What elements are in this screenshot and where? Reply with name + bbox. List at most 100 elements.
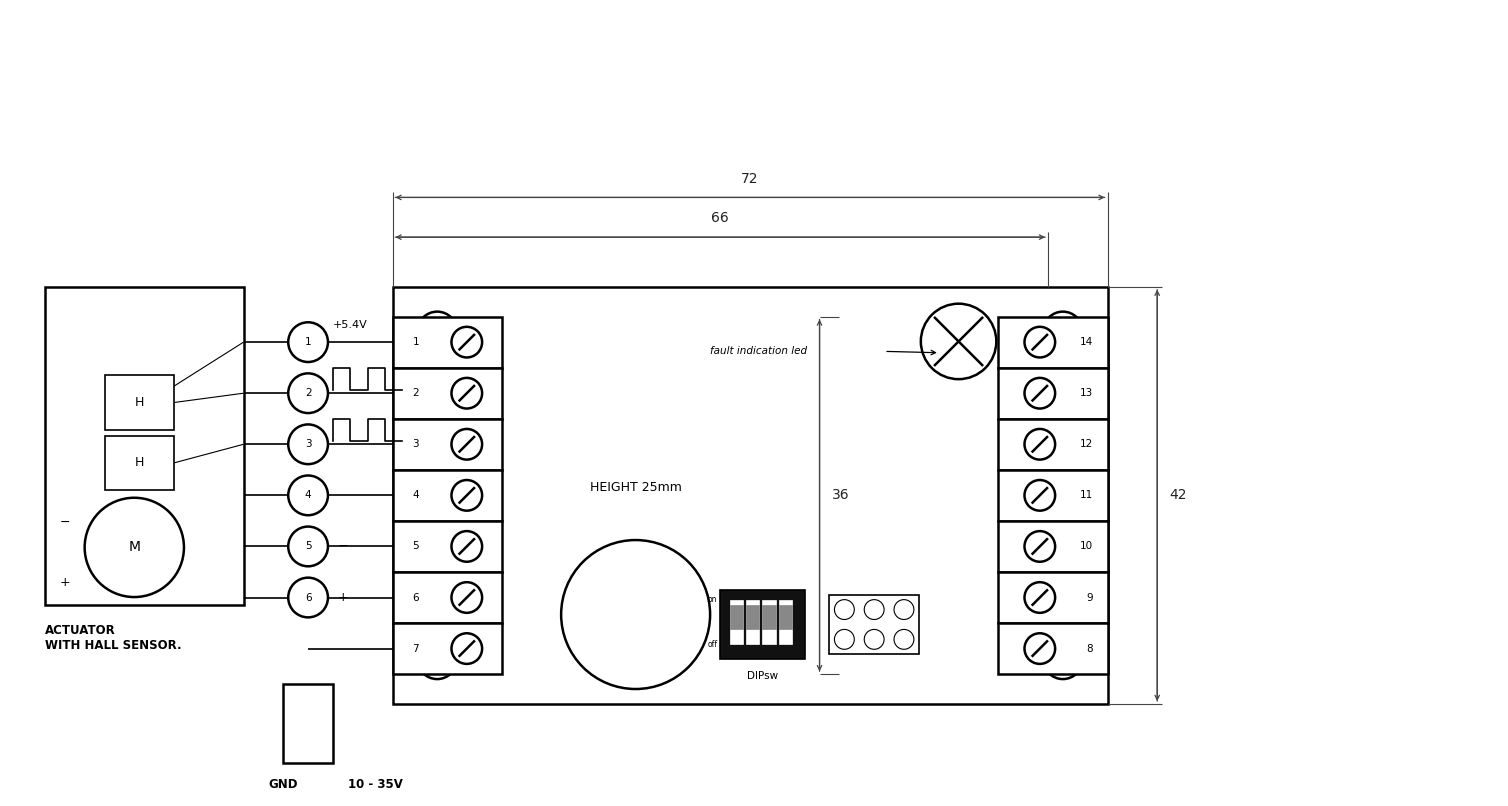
Text: +: + — [338, 591, 348, 604]
Circle shape — [921, 304, 997, 379]
Text: fault indication led: fault indication led — [710, 347, 807, 356]
Circle shape — [451, 429, 483, 459]
Circle shape — [864, 629, 884, 650]
Text: 10: 10 — [1080, 542, 1093, 551]
Bar — [778, 600, 792, 644]
Text: 1: 1 — [412, 337, 419, 347]
Bar — [746, 604, 760, 629]
Bar — [392, 419, 502, 470]
Text: GND: GND — [268, 779, 299, 791]
Bar — [284, 684, 333, 763]
Text: 14: 14 — [1080, 337, 1093, 347]
Bar — [392, 470, 502, 521]
Bar — [721, 590, 805, 659]
Text: 5: 5 — [412, 542, 419, 551]
Circle shape — [288, 476, 327, 515]
Bar — [763, 604, 775, 629]
Text: 10 - 35V: 10 - 35V — [348, 779, 403, 791]
Text: 13: 13 — [1080, 388, 1093, 398]
Text: M: M — [128, 540, 140, 555]
Circle shape — [894, 600, 914, 620]
Text: H: H — [134, 396, 143, 409]
Circle shape — [1024, 634, 1056, 664]
Bar — [829, 595, 918, 654]
Circle shape — [288, 578, 327, 617]
Circle shape — [418, 312, 457, 351]
Bar — [730, 604, 743, 629]
Bar — [998, 419, 1107, 470]
Circle shape — [451, 582, 483, 613]
Bar — [104, 375, 173, 430]
Text: 3: 3 — [412, 439, 419, 449]
Bar — [998, 623, 1107, 674]
Bar — [104, 435, 173, 490]
Circle shape — [1044, 312, 1083, 351]
Circle shape — [1024, 429, 1056, 459]
Circle shape — [288, 373, 327, 413]
Text: 1: 1 — [305, 337, 312, 347]
Text: on: on — [707, 595, 718, 604]
Bar — [392, 572, 502, 623]
Text: H: H — [134, 456, 143, 469]
Text: 42: 42 — [1169, 488, 1187, 502]
Circle shape — [1024, 326, 1056, 357]
Text: 7: 7 — [412, 643, 419, 654]
Text: 5: 5 — [305, 542, 312, 551]
Text: −: − — [59, 516, 69, 529]
Bar — [392, 521, 502, 572]
Circle shape — [1024, 480, 1056, 511]
Circle shape — [1044, 639, 1083, 679]
Text: 8: 8 — [1086, 643, 1093, 654]
Circle shape — [288, 425, 327, 464]
Circle shape — [451, 326, 483, 357]
Text: 66: 66 — [712, 211, 728, 225]
Text: 72: 72 — [742, 172, 759, 185]
Circle shape — [451, 378, 483, 409]
Bar — [45, 287, 244, 604]
Circle shape — [864, 600, 884, 620]
Text: DIPsw: DIPsw — [746, 671, 778, 681]
Bar — [998, 470, 1107, 521]
Circle shape — [834, 629, 855, 650]
Text: 9: 9 — [1086, 592, 1093, 603]
Text: 36: 36 — [831, 488, 849, 502]
Bar — [998, 317, 1107, 368]
Text: 2: 2 — [305, 388, 312, 398]
Circle shape — [418, 639, 457, 679]
Bar — [392, 623, 502, 674]
Circle shape — [1024, 582, 1056, 613]
Text: 6: 6 — [305, 592, 312, 603]
Bar — [778, 604, 792, 629]
Bar — [392, 368, 502, 419]
Circle shape — [288, 322, 327, 362]
Bar — [998, 572, 1107, 623]
Circle shape — [451, 634, 483, 664]
Circle shape — [451, 480, 483, 511]
Text: 12: 12 — [1080, 439, 1093, 449]
Circle shape — [84, 498, 184, 597]
Bar — [998, 368, 1107, 419]
Bar — [392, 317, 502, 368]
Text: off: off — [707, 640, 718, 649]
Bar — [746, 600, 760, 644]
Circle shape — [834, 600, 855, 620]
Bar — [392, 287, 1107, 704]
Text: 4: 4 — [412, 490, 419, 501]
Text: 3: 3 — [305, 439, 312, 449]
Text: −: − — [338, 540, 348, 553]
Text: 2: 2 — [412, 388, 419, 398]
Text: +: + — [59, 575, 69, 588]
Text: 6: 6 — [412, 592, 419, 603]
Circle shape — [1024, 378, 1056, 409]
Text: HEIGHT 25mm: HEIGHT 25mm — [590, 480, 682, 493]
Circle shape — [894, 629, 914, 650]
Circle shape — [451, 531, 483, 562]
Bar — [730, 600, 743, 644]
Text: ACTUATOR
WITH HALL SENSOR.: ACTUATOR WITH HALL SENSOR. — [45, 625, 181, 653]
Circle shape — [288, 526, 327, 567]
Text: +5.4V: +5.4V — [333, 320, 368, 330]
Circle shape — [561, 540, 710, 689]
Text: 4: 4 — [305, 490, 312, 501]
Circle shape — [1024, 531, 1056, 562]
Text: 11: 11 — [1080, 490, 1093, 501]
